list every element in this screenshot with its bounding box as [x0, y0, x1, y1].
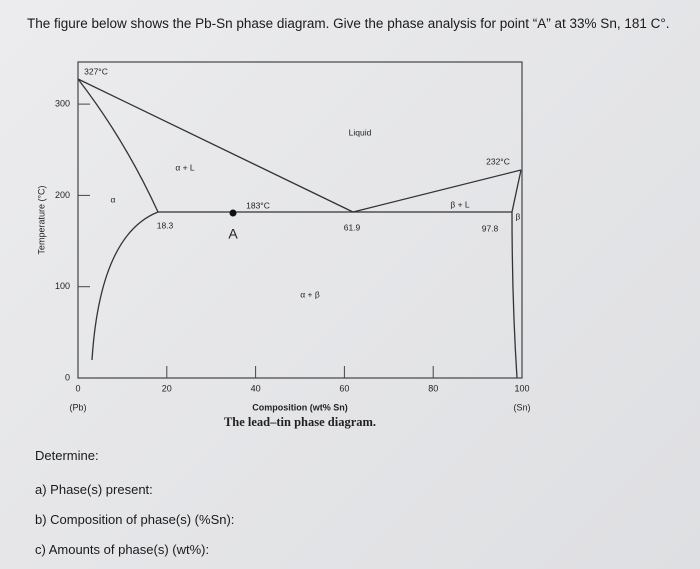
annotation: α + β — [300, 289, 320, 299]
x-tick-label: 0 — [75, 383, 80, 393]
determine-item: c) Amounts of phase(s) (wt%): — [35, 542, 210, 557]
x-axis-label: Composition (wt% Sn) — [252, 402, 348, 412]
x-tick-label: 60 — [339, 383, 349, 393]
y-axis-label: Temperature (°C) — [36, 185, 46, 254]
determine-heading: Determine: — [35, 448, 99, 463]
annotation: 232°C — [486, 156, 510, 166]
phase-diagram: Temperature (°C) Composition (wt% Sn) Th… — [36, 61, 531, 429]
x-tick-label: 100 — [514, 383, 529, 393]
annotation: Liquid — [349, 127, 372, 137]
y-tick-label: 200 — [55, 190, 70, 200]
point-a — [229, 209, 237, 217]
annotation: 327°C — [84, 66, 108, 76]
phase-lines — [77, 78, 522, 379]
x-end-label: (Sn) — [513, 402, 530, 412]
annotation: α + L — [175, 162, 195, 172]
alpha-solidus — [77, 78, 159, 213]
annotation: 18.3 — [157, 220, 174, 230]
determine-item: b) Composition of phase(s) (%Sn): — [35, 512, 235, 527]
annotation: 183°C — [246, 200, 270, 210]
beta-boundary — [511, 169, 522, 379]
caption: The lead–tin phase diagram. — [224, 415, 376, 429]
x-end-label: (Pb) — [69, 402, 86, 412]
x-tick-label: 80 — [428, 383, 438, 393]
determine-item: a) Phase(s) present: — [35, 482, 153, 497]
annotation: α — [111, 194, 116, 204]
x-tick-label: 20 — [162, 383, 172, 393]
annotation: β — [516, 211, 521, 221]
annotation: 97.8 — [482, 223, 499, 233]
annotation: A — [228, 226, 238, 242]
y-tick-label: 300 — [55, 98, 70, 108]
annotation: β + L — [450, 199, 470, 209]
y-tick-label: 100 — [55, 281, 70, 291]
x-tick-label: 40 — [251, 383, 261, 393]
question: The figure below shows the Pb-Sn phase d… — [27, 16, 670, 31]
annotation: 61.9 — [344, 222, 361, 232]
y-tick-label: 0 — [65, 372, 70, 382]
alpha-solvus — [91, 211, 159, 361]
liquidus — [77, 78, 522, 213]
plot-frame — [77, 61, 523, 379]
